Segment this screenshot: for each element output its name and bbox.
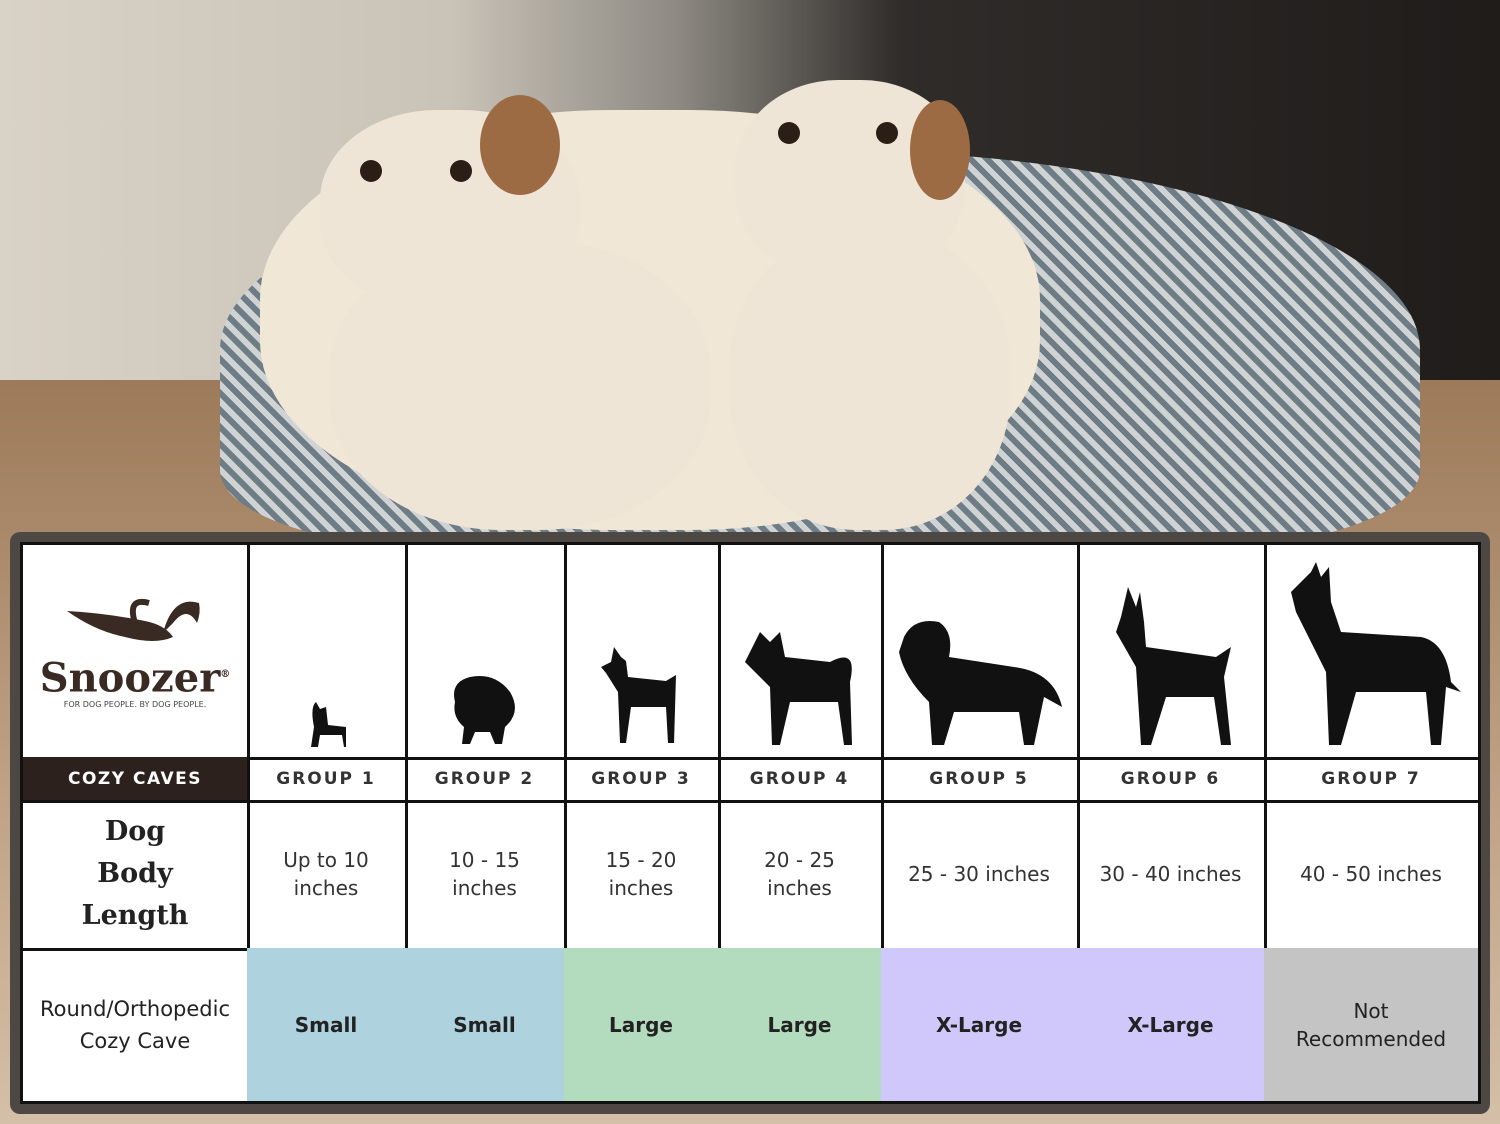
body-length-text: 25 - 30 inches [908, 862, 1050, 886]
body-length-text: 30 - 40 inches [1099, 862, 1242, 886]
body-length: 10 - 15 inches [405, 800, 567, 951]
row-label-bed: Round/Orthopedic Cozy Cave [20, 948, 250, 1104]
group-label: GROUP 3 [564, 757, 721, 803]
group-label: GROUP 2 [405, 757, 567, 803]
group-label-text: GROUP 2 [434, 768, 535, 789]
group-label: GROUP 5 [881, 757, 1080, 803]
recommended-size: Not Recommended [1264, 948, 1481, 1104]
body-length-text: 40 - 50 inches [1300, 862, 1442, 886]
body-length: Up to 10 inches [247, 800, 408, 951]
body-length-text: 15 - 20 inches [605, 848, 677, 900]
snoozer-dog-logo-icon [67, 598, 200, 641]
boston-terrier-icon [601, 647, 676, 743]
body-length: 20 - 25 inches [718, 800, 884, 951]
shiba-inu-icon [744, 632, 852, 745]
dog-eye [450, 160, 472, 182]
silhouette-cell [405, 542, 567, 760]
body-length: 25 - 30 inches [881, 800, 1080, 951]
chihuahua-icon [311, 702, 346, 747]
product-line-label: COZY CAVES [20, 757, 250, 803]
body-length: 15 - 20 inches [564, 800, 721, 951]
silhouette-cell [564, 542, 721, 760]
recommended-size: Large [564, 948, 721, 1104]
recommended-size-text: X-Large [1127, 1012, 1214, 1037]
dog-left-ear [480, 95, 560, 195]
group-label: GROUP 7 [1264, 757, 1481, 803]
group-label-text: GROUP 4 [749, 768, 850, 789]
body-length-text: Up to 10 inches [283, 848, 369, 900]
group-label-text: GROUP 6 [1120, 768, 1221, 789]
dog-eye [876, 122, 898, 144]
silhouette-cell [1264, 542, 1481, 760]
product-line-label-text: COZY CAVES [68, 768, 202, 789]
body-length-text: 20 - 25 inches [764, 848, 835, 900]
brand-tagline: FOR DOG PEOPLE. BY DOG PEOPLE. [63, 700, 207, 710]
recommended-size: X-Large [881, 948, 1080, 1104]
registered-mark: ® [220, 668, 231, 680]
row-label-bed-text: Round/Orthopedic Cozy Cave [39, 996, 231, 1053]
logo-cell: Snoozer® FOR DOG PEOPLE. BY DOG PEOPLE. [20, 542, 250, 760]
recommended-size-text: Large [609, 1012, 673, 1037]
recommended-size-text: Small [453, 1012, 516, 1037]
dog-left-body [330, 240, 710, 530]
body-length-text: 10 - 15 inches [449, 848, 520, 900]
silhouette-cell [1077, 542, 1267, 760]
body-length: 30 - 40 inches [1077, 800, 1267, 951]
recommended-size: Large [718, 948, 884, 1104]
dog-right-ear [910, 100, 970, 200]
recommended-size-text: Not Recommended [1295, 998, 1447, 1051]
group-label-text: GROUP 7 [1321, 768, 1421, 789]
recommended-size-text: X-Large [935, 1012, 1023, 1037]
group-label-text: GROUP 3 [591, 768, 691, 789]
recommended-size-text: Small [294, 1012, 358, 1037]
golden-retriever-icon [899, 621, 1062, 745]
great-dane-icon [1291, 562, 1461, 745]
recommended-size: X-Large [1077, 948, 1267, 1104]
silhouette-cell [247, 542, 408, 760]
recommended-size: Small [247, 948, 408, 1104]
brand-name: Snoozer [39, 654, 221, 702]
recommended-size-text: Large [767, 1012, 832, 1037]
row-label-length: Dog Body Length [20, 800, 250, 951]
group-label: GROUP 4 [718, 757, 884, 803]
group-label: GROUP 6 [1077, 757, 1267, 803]
dog-eye [778, 122, 800, 144]
group-label-text: GROUP 5 [929, 768, 1029, 789]
dog-right-body [730, 230, 1010, 530]
group-label: GROUP 1 [247, 757, 408, 803]
pomeranian-icon [453, 676, 515, 744]
silhouette-cell [718, 542, 884, 760]
body-length: 40 - 50 inches [1264, 800, 1481, 951]
dog-eye [360, 160, 382, 182]
silhouette-cell [881, 542, 1080, 760]
group-label-text: GROUP 1 [276, 768, 376, 789]
recommended-size: Small [405, 948, 567, 1104]
row-label-length-text: Dog Body Length [81, 816, 189, 931]
doberman-icon [1115, 587, 1231, 745]
